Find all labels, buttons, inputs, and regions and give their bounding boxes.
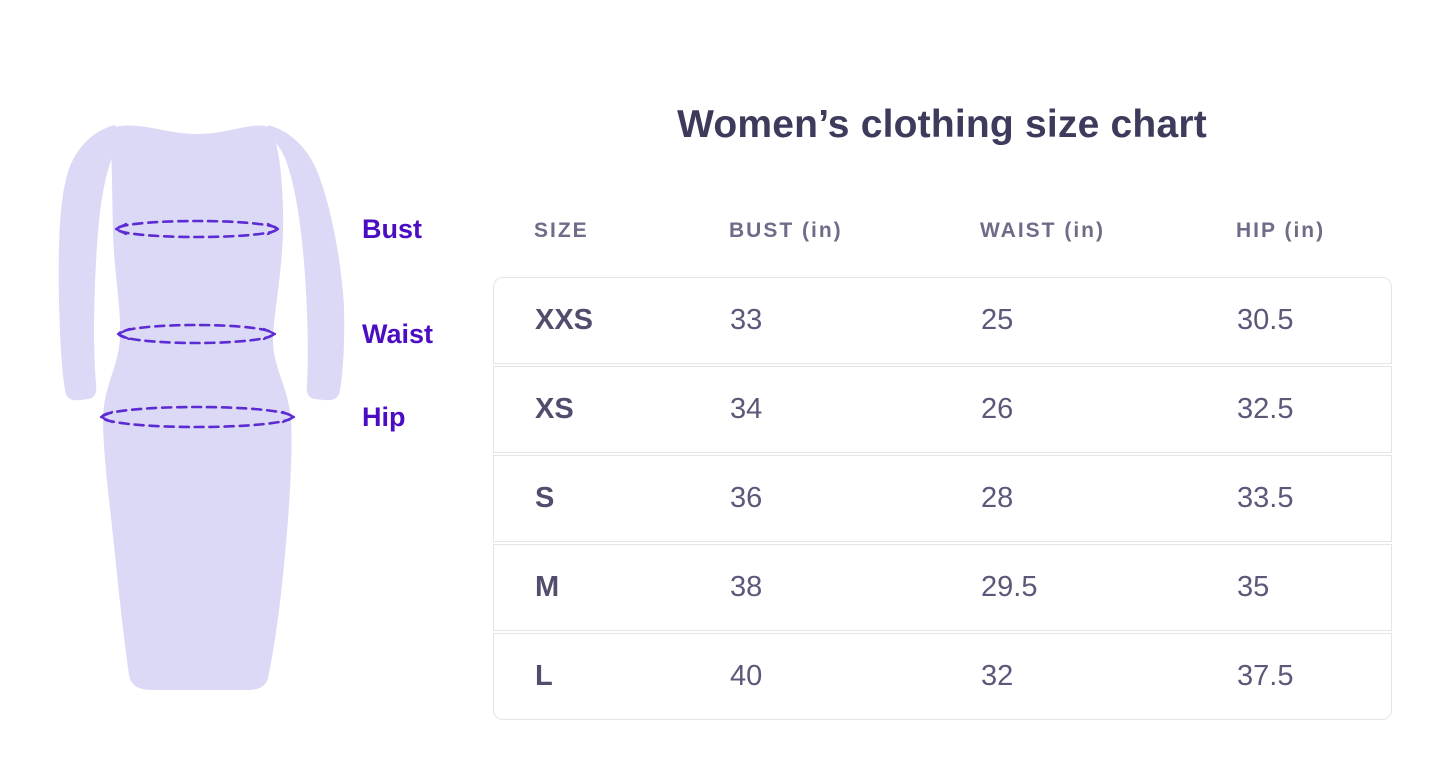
cell-bust: 40 — [730, 660, 763, 692]
table-row: M 38 29.5 35 — [493, 544, 1392, 631]
cell-size: M — [535, 571, 560, 603]
table-row: XXS 33 25 30.5 — [493, 277, 1392, 364]
hip-arrow-left-icon — [99, 410, 114, 424]
cell-waist: 25 — [981, 304, 1014, 336]
bust-arrow-right-icon — [266, 222, 280, 236]
hip-arrow-right-icon — [281, 410, 296, 424]
table-row: S 36 28 33.5 — [493, 455, 1392, 542]
cell-waist: 29.5 — [981, 571, 1038, 603]
bust-arrow-left-icon — [114, 222, 128, 236]
cell-bust: 36 — [730, 482, 763, 514]
cell-waist: 28 — [981, 482, 1014, 514]
waist-arrow-right-icon — [262, 327, 277, 341]
table-row: L 40 32 37.5 — [493, 633, 1392, 720]
table-row: XS 34 26 32.5 — [493, 366, 1392, 453]
column-header-hip: HIP (in) — [1236, 219, 1326, 242]
dress-sleeve-left — [58, 125, 116, 401]
cell-bust: 33 — [730, 304, 763, 336]
cell-hip: 35 — [1237, 571, 1270, 603]
column-header-bust: BUST (in) — [729, 219, 843, 242]
dress-sleeve-right — [268, 125, 345, 401]
dress-illustration — [58, 125, 345, 690]
cell-size: S — [535, 482, 555, 514]
size-table: XXS 33 25 30.5 XS 34 26 32.5 S 36 28 33.… — [493, 277, 1392, 720]
cell-size: L — [535, 660, 553, 692]
cell-size: XXS — [535, 304, 594, 336]
cell-hip: 33.5 — [1237, 482, 1294, 514]
cell-hip: 32.5 — [1237, 393, 1294, 425]
waist-arrow-left-icon — [116, 327, 131, 341]
cell-bust: 38 — [730, 571, 763, 603]
column-header-waist: WAIST (in) — [980, 219, 1105, 242]
cell-hip: 37.5 — [1237, 660, 1294, 692]
cell-bust: 34 — [730, 393, 763, 425]
bust-label: Bust — [362, 214, 422, 244]
table-header-row: SIZE BUST (in) WAIST (in) HIP (in) — [493, 219, 1392, 243]
cell-hip: 30.5 — [1237, 304, 1294, 336]
cell-waist: 26 — [981, 393, 1014, 425]
hip-label: Hip — [362, 402, 406, 432]
cell-size: XS — [535, 393, 574, 425]
waist-label: Waist — [362, 319, 434, 349]
page-title: Women’s clothing size chart — [677, 103, 1207, 146]
column-header-size: SIZE — [534, 219, 589, 242]
cell-waist: 32 — [981, 660, 1014, 692]
